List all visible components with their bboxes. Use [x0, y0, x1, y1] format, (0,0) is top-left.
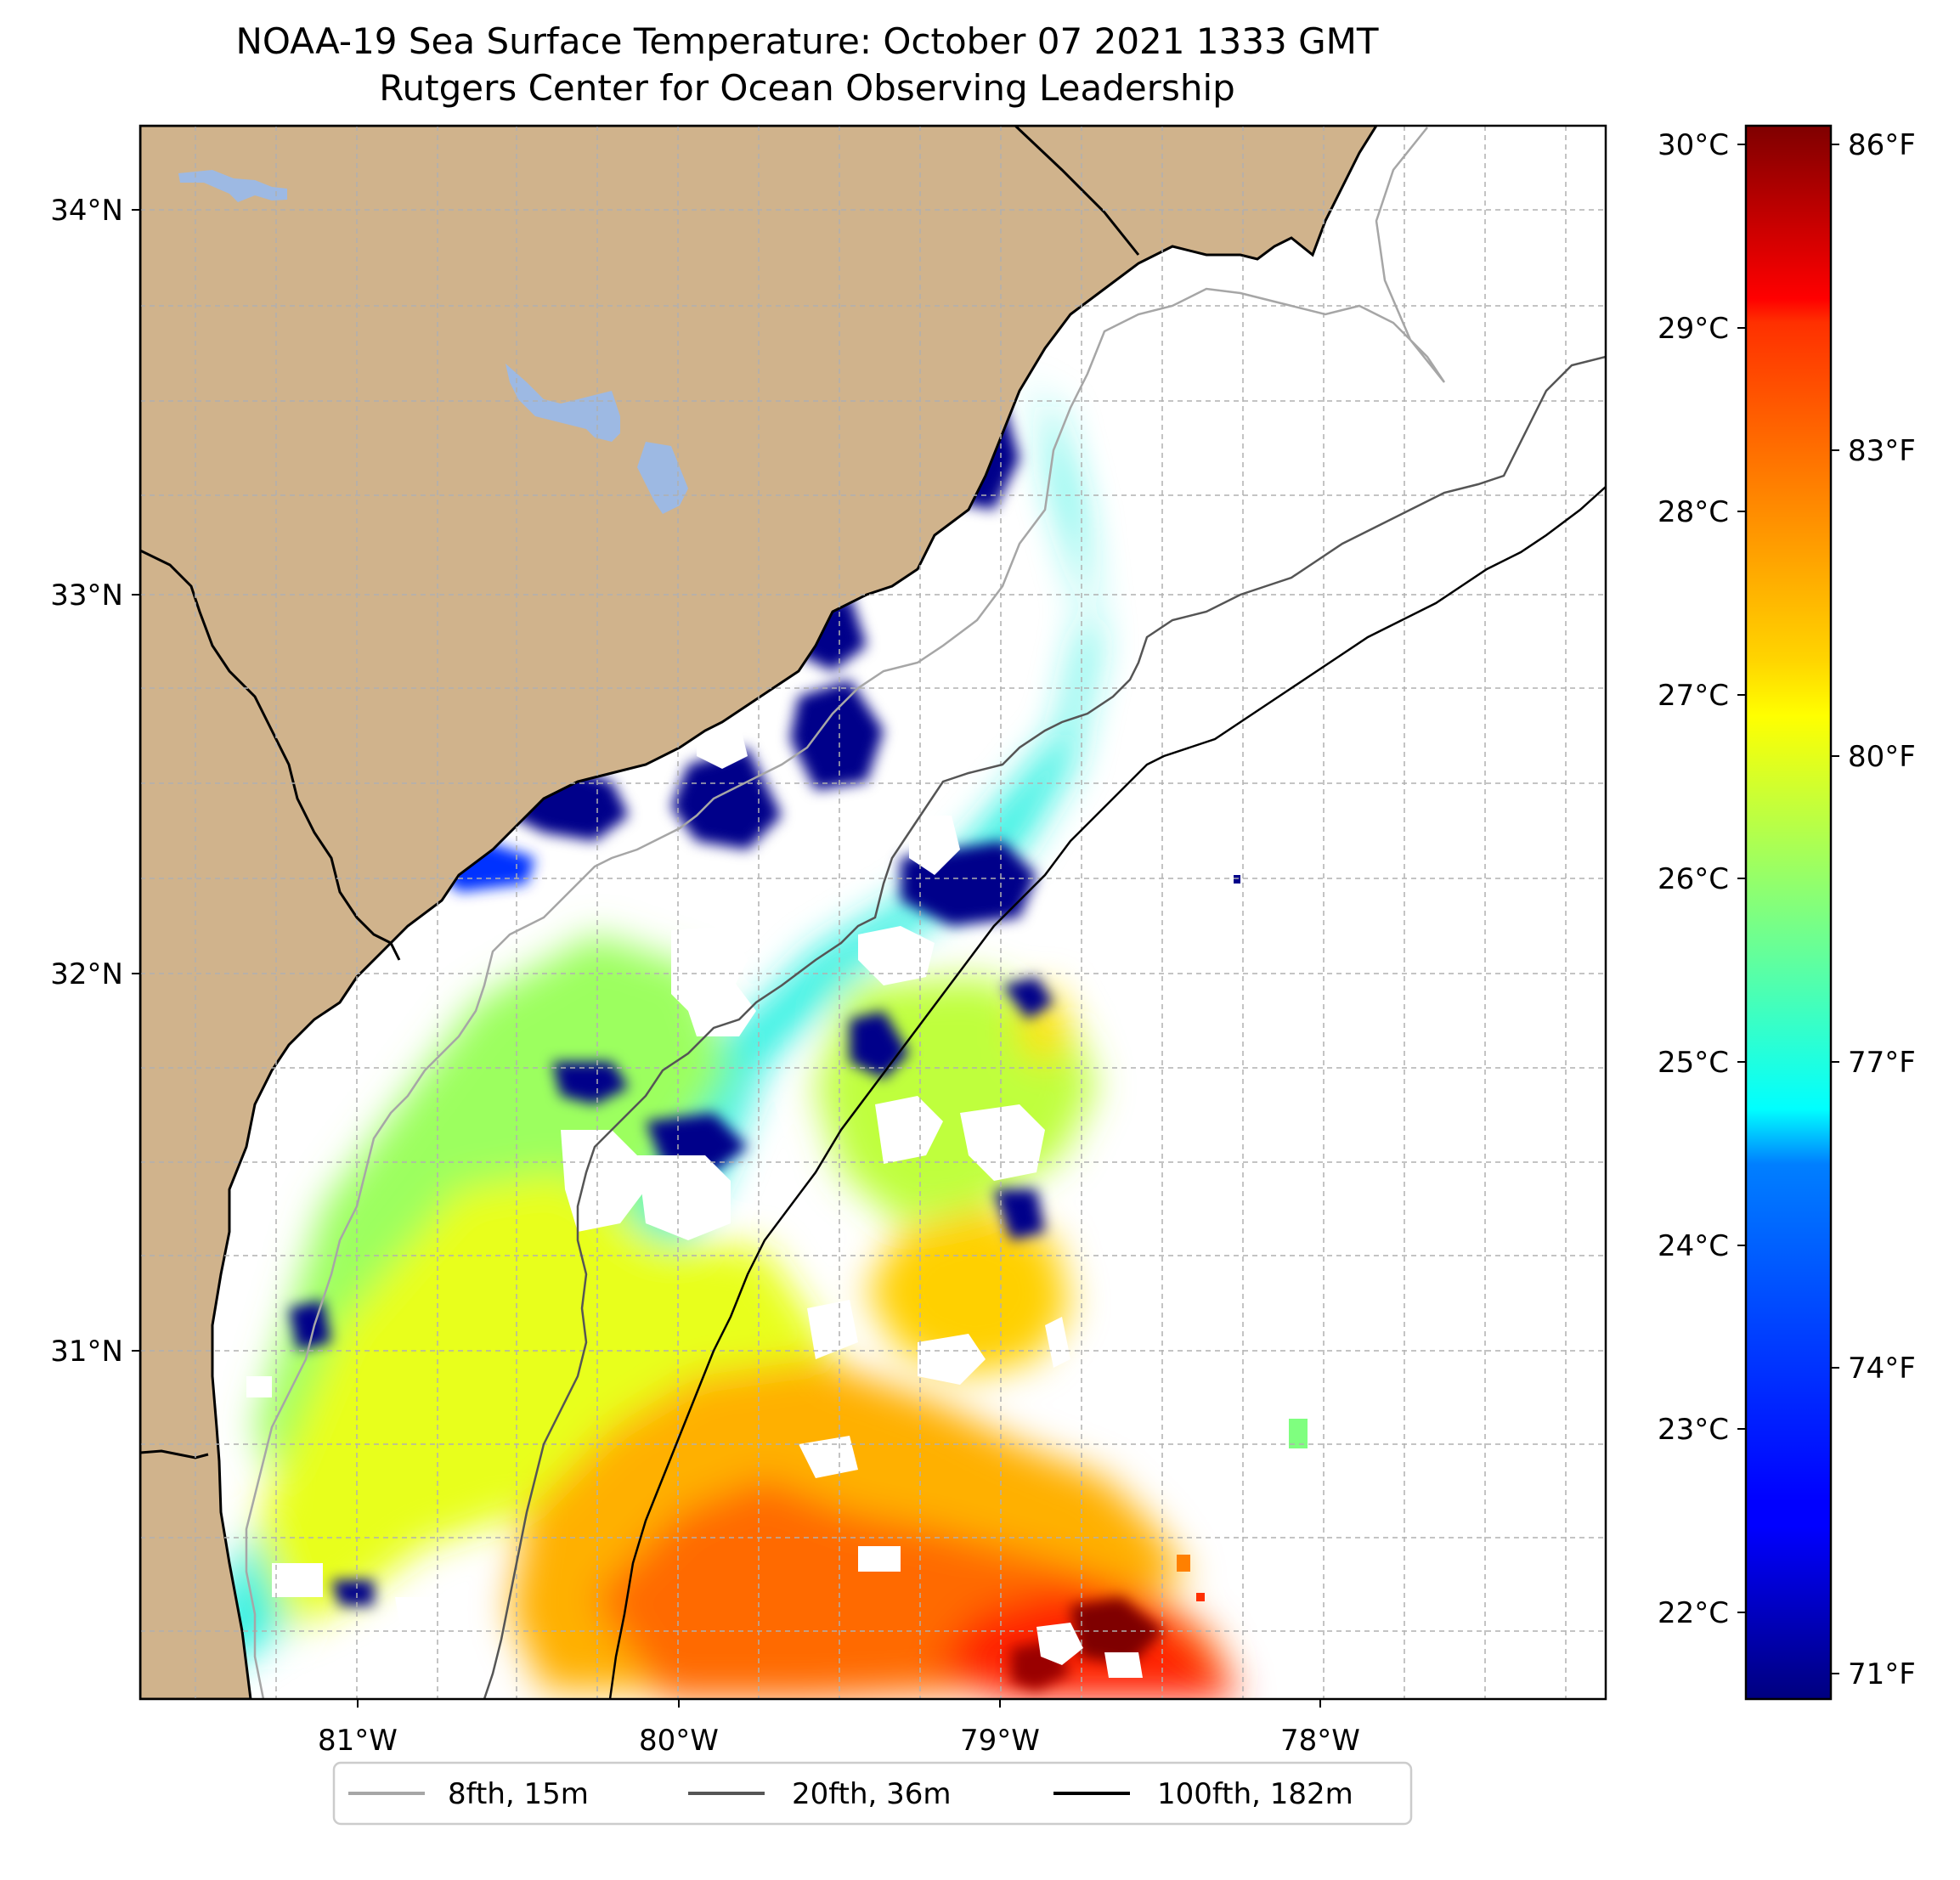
map-title: NOAA-19 Sea Surface Temperature: October… [235, 20, 1379, 62]
legend-label-100fth: 100fth, 182m [1157, 1777, 1353, 1811]
cbar-f-74: 74°F [1848, 1352, 1916, 1386]
cbar-f-86: 86°F [1848, 128, 1916, 162]
isobath-8fth [245, 127, 1446, 1699]
axis-ticks [132, 209, 1321, 1708]
lon-label-79: 79°W [960, 1724, 1040, 1758]
isobath-100fth [608, 486, 1606, 1699]
cbar-c-26: 26°C [1658, 862, 1729, 896]
lon-label-80: 80°W [639, 1724, 719, 1758]
cbar-f-83: 83°F [1848, 434, 1916, 468]
lon-label-78: 78°W [1280, 1724, 1360, 1758]
lat-label-34: 34°N [50, 194, 123, 228]
lat-label-32: 32°N [50, 957, 123, 991]
lon-label-81: 81°W [318, 1724, 398, 1758]
legend-box [332, 1761, 1413, 1826]
legend-label-20fth: 20fth, 36m [792, 1777, 952, 1811]
legend-label-8fth: 8fth, 15m [448, 1777, 589, 1811]
cbar-c-24: 24°C [1658, 1229, 1729, 1263]
cbar-c-30: 30°C [1658, 128, 1729, 162]
gridlines [140, 126, 1606, 1699]
cbar-c-22: 22°C [1658, 1596, 1729, 1630]
map-subtitle: Rutgers Center for Ocean Observing Leade… [379, 67, 1235, 109]
state-borders [140, 126, 1140, 1459]
cbar-f-71: 71°F [1848, 1657, 1916, 1691]
cbar-c-28: 28°C [1658, 495, 1729, 529]
lat-label-33: 33°N [50, 579, 123, 613]
cbar-f-77: 77°F [1848, 1046, 1916, 1080]
cbar-c-29: 29°C [1658, 312, 1729, 346]
lat-label-31: 31°N [50, 1335, 123, 1369]
isobath-20fth [483, 355, 1606, 1699]
cbar-c-27: 27°C [1658, 679, 1729, 713]
colorbar: 30°C 29°C 28°C 27°C 26°C 25°C 24°C 23°C … [1658, 124, 1916, 1701]
cbar-c-23: 23°C [1658, 1413, 1729, 1447]
map-frame [138, 124, 1607, 1701]
map-area [140, 126, 1606, 1699]
legend: 8fth, 15m 20fth, 36m 100fth, 182m [332, 1761, 1413, 1826]
cbar-c-25: 25°C [1658, 1046, 1729, 1080]
colorbar-gradient [1744, 124, 1833, 1701]
land [140, 126, 1378, 1699]
cbar-f-80: 80°F [1848, 740, 1916, 774]
